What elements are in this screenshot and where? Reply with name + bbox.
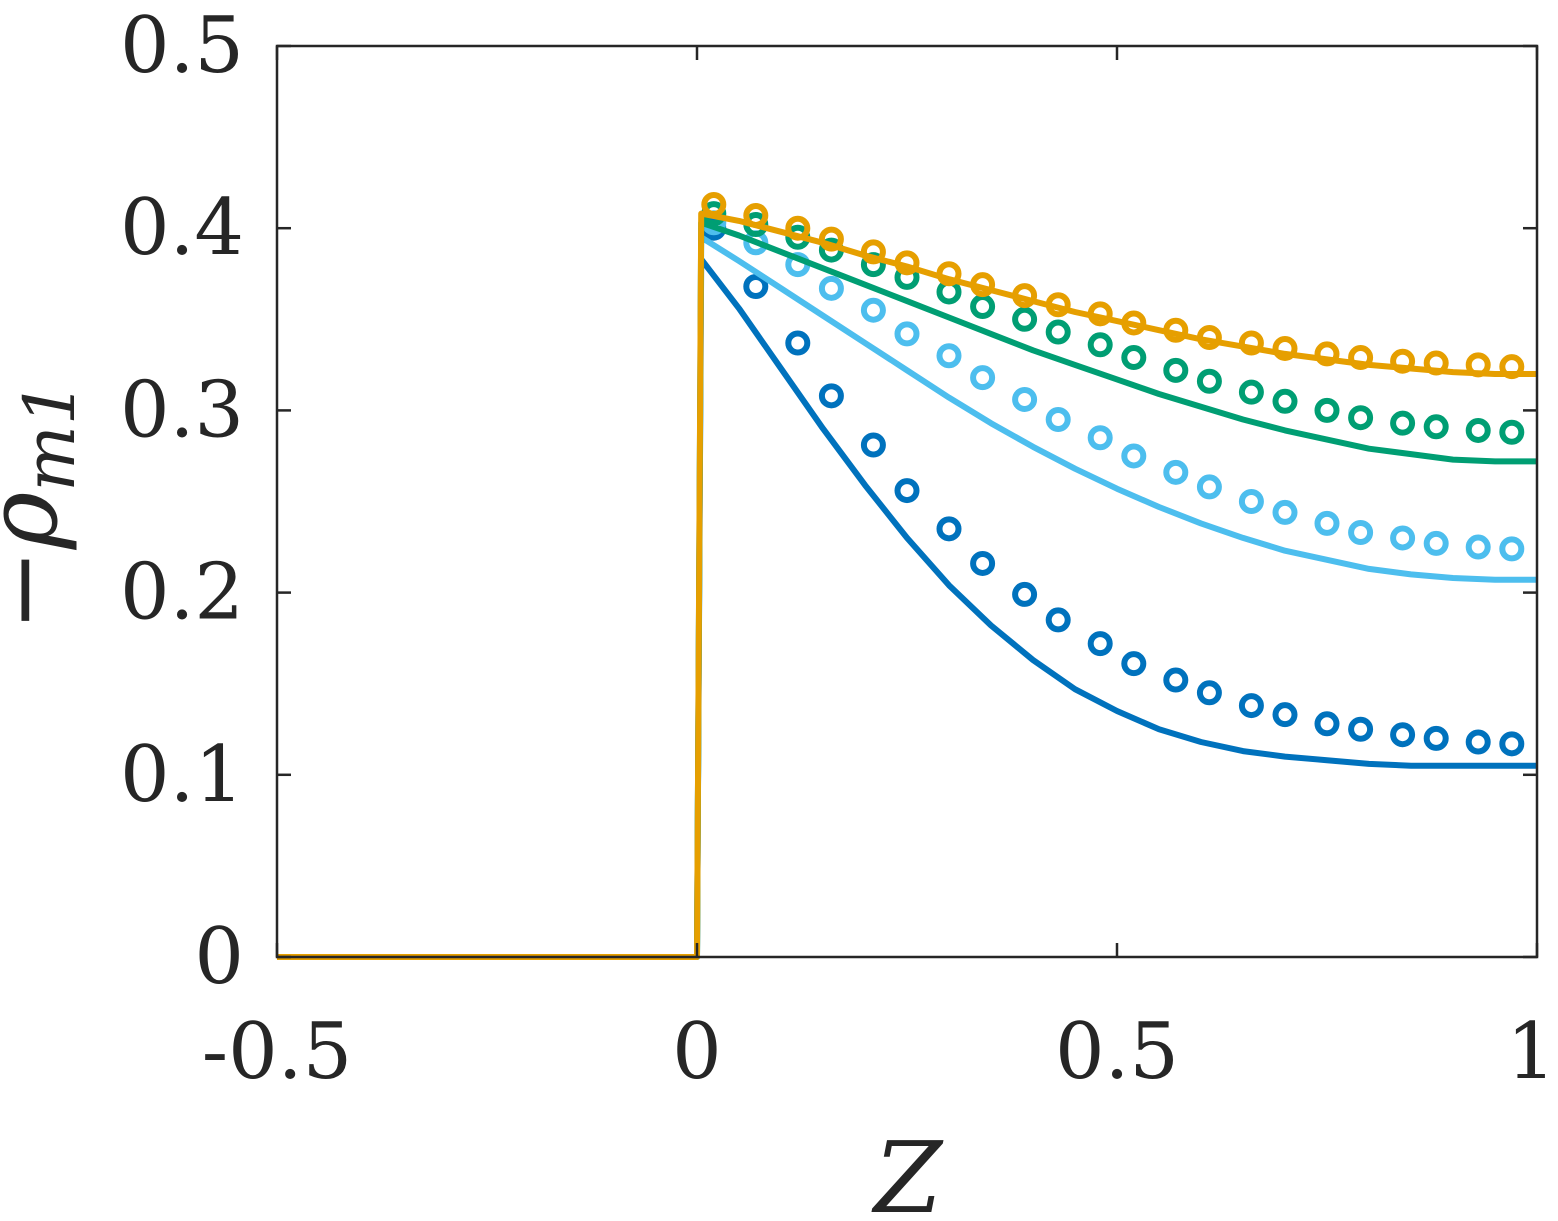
data-point (1272, 335, 1298, 361)
data-point (1348, 345, 1374, 371)
data-point (1348, 716, 1374, 742)
y-tick-label: 0 (194, 912, 244, 1002)
data-point (1121, 345, 1147, 371)
data-point (860, 239, 886, 265)
data-point (1087, 425, 1113, 451)
x-axis-label: Z (871, 1122, 944, 1221)
series-2 (277, 210, 1537, 960)
data-point (1163, 357, 1189, 383)
y-tick-label: 0.4 (120, 183, 244, 273)
x-tick-label: 0.5 (1055, 1007, 1179, 1097)
y-axis-label: −ρm1 (0, 381, 91, 632)
y-tick-label: 0.1 (120, 730, 244, 820)
x-tick-label: 0 (672, 1007, 722, 1097)
series-line (277, 234, 1537, 960)
data-point (818, 226, 844, 252)
data-point (1196, 680, 1222, 706)
data-point (1012, 581, 1038, 607)
tick-labels: -0.5 0 0.5 100.10.20.30.40.5 (120, 1, 1556, 1097)
x-tick-label: -0.5 (202, 1007, 352, 1097)
data-point (1499, 536, 1525, 562)
data-point (1423, 530, 1449, 556)
data-point (1499, 731, 1525, 757)
data-point (1238, 489, 1264, 514)
data-point (1121, 651, 1147, 677)
data-point (1465, 417, 1491, 443)
y-axis-label-subscript: m1 (9, 381, 91, 492)
data-point (1314, 397, 1340, 423)
series-line (277, 219, 1537, 960)
data-point (1121, 443, 1147, 469)
data-point (1272, 499, 1298, 525)
data-point (1087, 332, 1113, 358)
data-point (818, 275, 844, 301)
data-point (1238, 693, 1264, 719)
data-point (1045, 607, 1071, 633)
data-point (1163, 459, 1189, 485)
data-point (1163, 667, 1189, 693)
data-point (1390, 410, 1416, 436)
data-point (1272, 702, 1298, 728)
data-point (1272, 388, 1298, 414)
data-point (1045, 407, 1071, 433)
data-point (818, 383, 844, 409)
data-point (860, 297, 886, 323)
data-point (1238, 330, 1264, 356)
data-point (1423, 414, 1449, 440)
data-point (936, 343, 962, 369)
data-point (1196, 474, 1222, 500)
data-point (860, 432, 886, 458)
series-line (277, 210, 1537, 960)
data-point (1314, 341, 1340, 367)
data-point (1499, 419, 1525, 445)
y-tick-label: 0.2 (120, 548, 244, 638)
data-point (743, 274, 769, 300)
data-point (936, 516, 962, 542)
data-point (970, 550, 996, 576)
y-tick-label: 0.5 (120, 1, 244, 91)
axis-ticks (275, 44, 1539, 959)
plot-frame (275, 44, 1539, 959)
data-point (1012, 386, 1038, 412)
data-point (1390, 722, 1416, 748)
data-point (1465, 729, 1491, 755)
data-point (894, 321, 920, 347)
data-point (785, 330, 811, 356)
data-point (1238, 379, 1264, 405)
series-4 (277, 192, 1537, 960)
x-tick-label: 1 (1506, 1007, 1556, 1097)
data-point (970, 365, 996, 391)
data-point (1348, 405, 1374, 431)
data-point (1348, 519, 1374, 545)
data-point (1012, 306, 1038, 332)
data-point (894, 478, 920, 504)
data-point (1196, 368, 1222, 394)
data-point (1045, 319, 1071, 345)
plot-content (277, 192, 1537, 960)
data-point (1314, 510, 1340, 536)
data-point (1465, 534, 1491, 560)
series-1 (277, 215, 1537, 960)
data-point (970, 294, 996, 320)
data-point (1314, 711, 1340, 737)
data-point (1423, 725, 1449, 751)
data-point (1390, 525, 1416, 551)
y-tick-label: 0.3 (120, 365, 244, 455)
data-point (1087, 631, 1113, 657)
series-line (277, 256, 1537, 960)
series-3 (277, 201, 1537, 960)
y-axis-label-main: −ρ (0, 492, 80, 632)
